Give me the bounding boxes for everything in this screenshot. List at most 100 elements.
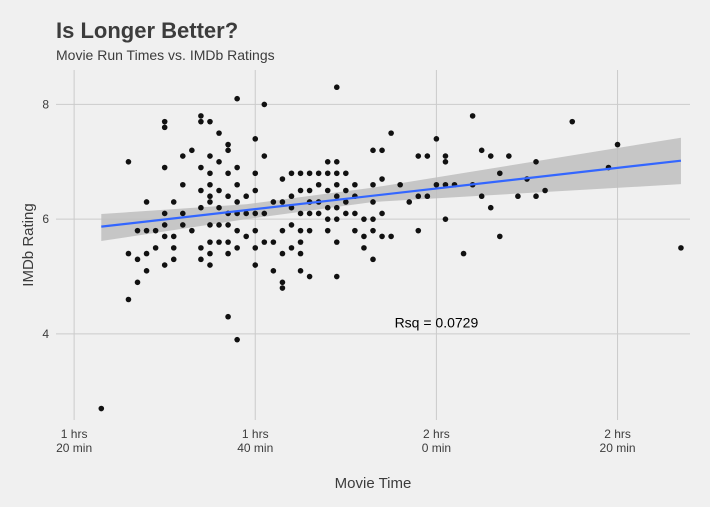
data-point bbox=[478, 193, 485, 200]
data-point bbox=[252, 245, 259, 251]
data-point bbox=[333, 204, 340, 211]
data-point bbox=[252, 227, 259, 234]
data-point bbox=[234, 181, 240, 188]
data-point bbox=[424, 153, 431, 159]
x-tick-label: 1 hrs 20 min bbox=[56, 427, 92, 455]
y-tick-label: 6 bbox=[42, 212, 49, 226]
data-point bbox=[216, 239, 222, 245]
data-point bbox=[261, 101, 268, 108]
data-point bbox=[361, 216, 367, 222]
data-point bbox=[279, 227, 286, 234]
data-point bbox=[225, 313, 231, 320]
data-point bbox=[497, 233, 503, 240]
data-point bbox=[352, 227, 358, 234]
data-point bbox=[460, 250, 467, 257]
data-point bbox=[306, 170, 313, 177]
data-point bbox=[252, 210, 259, 217]
data-point bbox=[207, 239, 213, 245]
data-point bbox=[207, 181, 213, 188]
data-point bbox=[279, 279, 286, 286]
data-point bbox=[352, 181, 358, 188]
data-point bbox=[469, 113, 476, 119]
data-point bbox=[379, 210, 385, 217]
data-point bbox=[180, 210, 186, 217]
data-point bbox=[379, 233, 385, 240]
trend-line bbox=[101, 159, 682, 228]
data-point bbox=[442, 181, 449, 188]
confidence-band bbox=[101, 137, 681, 241]
data-point bbox=[207, 118, 213, 125]
data-point bbox=[515, 193, 521, 200]
data-point bbox=[343, 199, 349, 205]
chart-subtitle: Movie Run Times vs. IMDb Ratings bbox=[56, 47, 275, 63]
data-point bbox=[134, 256, 141, 263]
data-point bbox=[189, 227, 195, 234]
data-point bbox=[198, 113, 204, 119]
data-point bbox=[234, 336, 240, 343]
data-point bbox=[288, 222, 295, 228]
data-point bbox=[180, 181, 186, 188]
x-axis-label: Movie Time bbox=[335, 475, 412, 492]
data-point bbox=[370, 256, 376, 263]
data-point bbox=[361, 245, 367, 251]
data-point bbox=[297, 170, 304, 177]
y-tick-label: 8 bbox=[42, 97, 49, 111]
data-point bbox=[533, 193, 539, 200]
data-point bbox=[261, 153, 268, 159]
chart-title: Is Longer Better? bbox=[56, 18, 238, 43]
data-point bbox=[152, 227, 159, 234]
data-point bbox=[143, 250, 150, 257]
data-point bbox=[370, 227, 376, 234]
data-point bbox=[478, 147, 485, 154]
data-point bbox=[207, 193, 213, 200]
data-point bbox=[324, 170, 331, 177]
data-point bbox=[333, 273, 340, 280]
data-point bbox=[361, 233, 367, 240]
data-point bbox=[234, 95, 240, 102]
data-point bbox=[424, 193, 431, 200]
data-point bbox=[297, 227, 304, 234]
data-point bbox=[533, 159, 539, 165]
data-point bbox=[207, 170, 213, 177]
data-point bbox=[279, 285, 286, 291]
confidence-band-area bbox=[101, 137, 681, 241]
data-point bbox=[288, 245, 295, 251]
data-point bbox=[252, 187, 259, 194]
data-point bbox=[333, 170, 340, 177]
data-point bbox=[143, 199, 150, 205]
data-point bbox=[297, 210, 304, 217]
data-point bbox=[333, 216, 340, 222]
data-point bbox=[243, 233, 249, 240]
data-point bbox=[415, 153, 422, 159]
data-point bbox=[406, 199, 413, 205]
data-point bbox=[297, 268, 304, 274]
data-point bbox=[170, 233, 177, 240]
data-point bbox=[152, 245, 159, 251]
data-point bbox=[252, 262, 259, 268]
data-point bbox=[370, 216, 376, 222]
data-point bbox=[442, 159, 449, 165]
data-point bbox=[333, 159, 340, 165]
data-point bbox=[225, 222, 231, 228]
data-point bbox=[234, 164, 240, 171]
y-axis-label: IMDb Rating bbox=[20, 203, 37, 286]
data-point bbox=[225, 170, 231, 177]
data-point bbox=[678, 245, 684, 251]
data-point bbox=[180, 222, 186, 228]
data-point bbox=[352, 210, 358, 217]
data-point bbox=[324, 227, 331, 234]
data-point bbox=[225, 147, 231, 154]
data-point bbox=[324, 204, 331, 211]
data-point bbox=[207, 153, 213, 159]
data-point bbox=[297, 239, 304, 245]
data-point bbox=[216, 204, 222, 211]
data-point bbox=[161, 222, 168, 228]
trend-line-group bbox=[101, 159, 682, 228]
data-point bbox=[270, 199, 277, 205]
data-point bbox=[180, 153, 186, 159]
data-point bbox=[225, 141, 231, 148]
data-point bbox=[234, 227, 240, 234]
data-point bbox=[216, 159, 222, 165]
data-point bbox=[333, 84, 340, 91]
